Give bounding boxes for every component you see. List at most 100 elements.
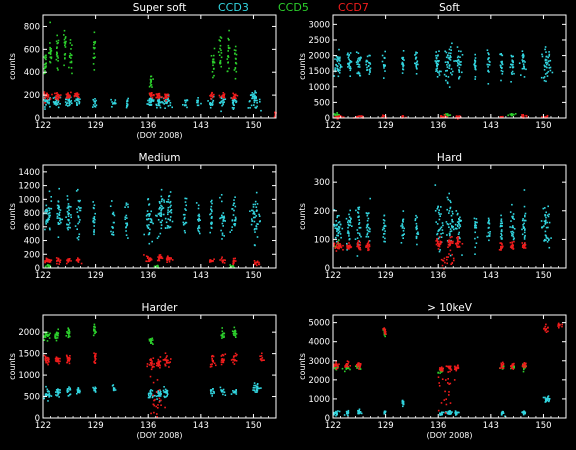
data-point [49,266,51,268]
data-point [125,106,128,109]
data-point [158,361,160,363]
data-point [500,232,502,235]
series-ccd3 [333,395,551,417]
data-point [350,67,352,70]
data-point [337,229,340,231]
data-point [56,215,59,218]
data-point [163,201,166,203]
data-point [67,327,69,329]
data-point [164,94,167,97]
data-point [384,331,387,333]
data-point [439,115,442,118]
data-point [523,231,526,234]
data-point [68,386,70,388]
data-point [336,240,338,243]
data-point [221,256,223,258]
data-point [148,104,151,106]
data-point [169,200,172,203]
data-point [512,66,514,69]
data-point [54,336,56,338]
data-point [197,220,200,222]
data-point [145,255,148,257]
data-point [356,63,358,65]
data-point [228,47,231,49]
data-point [153,94,155,96]
data-point [162,359,165,361]
data-point [251,95,254,98]
data-point [95,99,97,102]
data-point [223,335,225,337]
data-point [49,259,52,261]
data-point [510,244,513,247]
data-point [335,237,337,239]
data-point [455,115,458,117]
data-point [415,237,418,240]
data-point [70,214,72,216]
data-point [444,61,447,63]
legend-item-ccd7: CCD7 [338,1,369,14]
data-point [213,74,215,77]
data-point [57,359,60,362]
data-point [513,218,515,220]
data-point [92,46,95,49]
data-point [94,354,96,357]
data-point [417,63,419,66]
data-point [501,234,503,237]
data-point [501,237,503,239]
data-point [347,231,350,234]
data-point [165,99,167,101]
data-point [459,219,461,221]
data-point [48,218,50,221]
data-point [55,257,58,259]
data-point [449,206,452,209]
data-point [256,383,259,385]
data-point [152,357,155,359]
data-point [148,232,151,234]
data-point [415,56,418,59]
data-point [252,389,254,391]
data-point [182,224,185,226]
data-point [169,201,171,204]
data-point [47,400,49,402]
data-point [443,267,445,270]
data-point [336,246,339,249]
data-point [154,398,156,401]
data-point [66,359,69,362]
data-point [68,329,70,331]
data-point [263,359,265,361]
data-point [68,209,70,211]
data-point [449,402,452,404]
data-point [165,361,168,363]
data-point [368,62,371,64]
data-point [458,77,460,80]
data-point [163,213,165,216]
data-point [542,77,545,79]
data-point [346,245,348,248]
data-point [56,95,59,98]
data-point [211,363,213,365]
data-point [55,101,57,103]
data-point [149,259,152,262]
data-point [157,213,160,215]
data-point [436,208,439,210]
data-point [160,404,162,406]
data-point [440,233,442,235]
data-point [474,68,477,70]
data-point [416,60,419,62]
data-point [67,207,70,209]
data-point [166,225,169,227]
data-point [223,259,225,261]
data-point [338,247,340,250]
data-point [149,228,151,231]
data-point [447,76,450,78]
data-point [59,217,61,220]
data-point [151,94,153,97]
data-point [234,332,237,335]
data-point [365,244,368,247]
data-point [447,62,449,64]
series-ccd5 [43,21,238,95]
data-point [447,61,449,63]
data-point [256,383,259,386]
data-point [232,361,234,364]
